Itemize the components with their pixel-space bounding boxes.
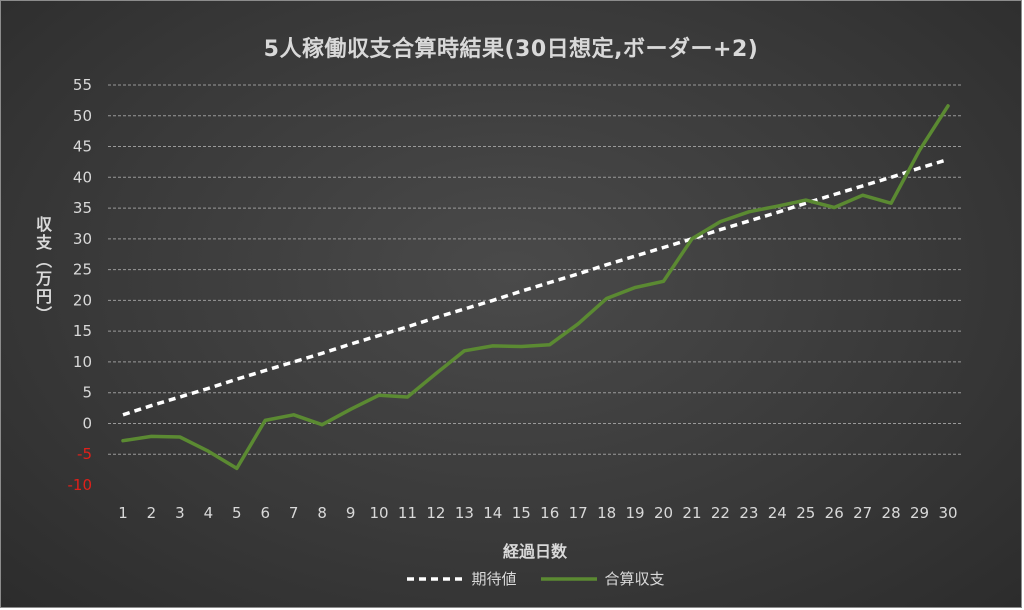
x-tick-label: 12 <box>426 504 445 522</box>
x-tick-label: 15 <box>512 504 531 522</box>
y-tick-label: 20 <box>73 291 92 309</box>
y-tick-label: 50 <box>73 107 92 125</box>
x-tick-label: 9 <box>346 504 356 522</box>
x-tick-label: 4 <box>204 504 214 522</box>
y-tick-label: 15 <box>73 322 92 340</box>
legend-item-expected: 期待値 <box>405 568 517 589</box>
series-line-expected <box>122 157 949 417</box>
x-tick-label: 5 <box>232 504 242 522</box>
x-tick-label: 16 <box>540 504 559 522</box>
x-tick-label: 20 <box>654 504 673 522</box>
x-tick-label: 13 <box>455 504 474 522</box>
x-tick-label: 11 <box>398 504 417 522</box>
legend-item-total: 合算収支 <box>539 568 665 589</box>
y-tick-label: 35 <box>73 199 92 217</box>
y-tick-label: 0 <box>82 414 92 432</box>
x-tick-label: 22 <box>711 504 730 522</box>
chart-title: 5人稼働収支合算時結果(30日想定,ボーダー+2) <box>263 37 759 62</box>
x-tick-label: 6 <box>260 504 270 522</box>
x-tick-label: 10 <box>369 504 388 522</box>
y-tick-label: 25 <box>73 261 92 279</box>
x-tick-label: 23 <box>739 504 758 522</box>
x-tick-label: 29 <box>910 504 929 522</box>
y-tick-label: 5 <box>82 384 92 402</box>
y-tick-label: -5 <box>77 445 92 463</box>
x-tick-label: 21 <box>682 504 701 522</box>
y-tick-label: -10 <box>68 476 93 494</box>
y-tick-label: 45 <box>73 138 92 156</box>
legend-label-expected: 期待値 <box>471 570 517 588</box>
x-tick-label: 28 <box>882 504 901 522</box>
x-tick-label: 25 <box>796 504 815 522</box>
x-tick-label: 14 <box>483 504 502 522</box>
y-tick-label: 55 <box>73 76 92 94</box>
x-tick-label: 24 <box>768 504 787 522</box>
x-tick-label: 17 <box>569 504 588 522</box>
legend-swatch-solid <box>540 576 597 581</box>
legend-swatch-dashed <box>407 576 464 581</box>
x-tick-label: 27 <box>853 504 872 522</box>
x-tick-label: 7 <box>289 504 299 522</box>
x-tick-label: 30 <box>938 504 957 522</box>
x-tick-label: 3 <box>175 504 185 522</box>
x-tick-label: 2 <box>147 504 157 522</box>
x-tick-label: 19 <box>626 504 645 522</box>
legend-label-total: 合算収支 <box>604 570 665 588</box>
y-tick-label: 40 <box>73 168 92 186</box>
x-tick-label: 1 <box>118 504 128 522</box>
y-axis-title: 収支（万円） <box>33 216 52 324</box>
x-tick-label: 26 <box>825 504 844 522</box>
y-tick-label: 10 <box>73 353 92 371</box>
x-axis-title: 経過日数 <box>502 542 567 561</box>
x-tick-label: 8 <box>317 504 327 522</box>
y-tick-label: 30 <box>73 230 92 248</box>
legend: 期待値 合算収支 <box>1 568 1024 589</box>
x-tick-label: 18 <box>597 504 616 522</box>
series-line-total <box>121 104 950 471</box>
